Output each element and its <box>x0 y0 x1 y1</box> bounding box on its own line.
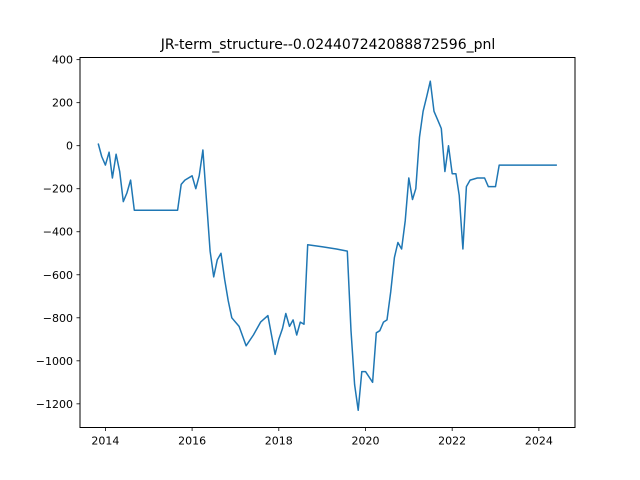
chart-title: JR-term_structure--0.024407242088872596_… <box>160 37 496 53</box>
x-tick-label: 2014 <box>91 435 119 448</box>
y-tick-label: 200 <box>52 97 73 110</box>
plot-frame <box>79 57 576 428</box>
y-tick-label: −1200 <box>36 398 73 411</box>
series-line <box>97 80 557 412</box>
x-tick-label: 2020 <box>351 435 379 448</box>
x-tick-label: 2016 <box>178 435 206 448</box>
y-tick-label: −200 <box>43 183 73 196</box>
x-tick-label: 2018 <box>265 435 293 448</box>
y-tick-label: −600 <box>43 269 73 282</box>
y-tick-label: −1000 <box>36 355 73 368</box>
x-tick-label: 2024 <box>525 435 553 448</box>
y-tick-label: −800 <box>43 312 73 325</box>
plot-area <box>97 80 557 412</box>
x-axis: 2014 2016 2018 2020 2022 2024 <box>91 427 553 448</box>
y-tick-label: 400 <box>52 54 73 67</box>
y-tick-label: −400 <box>43 226 73 239</box>
y-tick-label: 0 <box>66 140 73 153</box>
y-axis: −1200 −1000 −800 −600 −400 −200 0 200 400 <box>36 54 80 411</box>
x-tick-label: 2022 <box>438 435 466 448</box>
